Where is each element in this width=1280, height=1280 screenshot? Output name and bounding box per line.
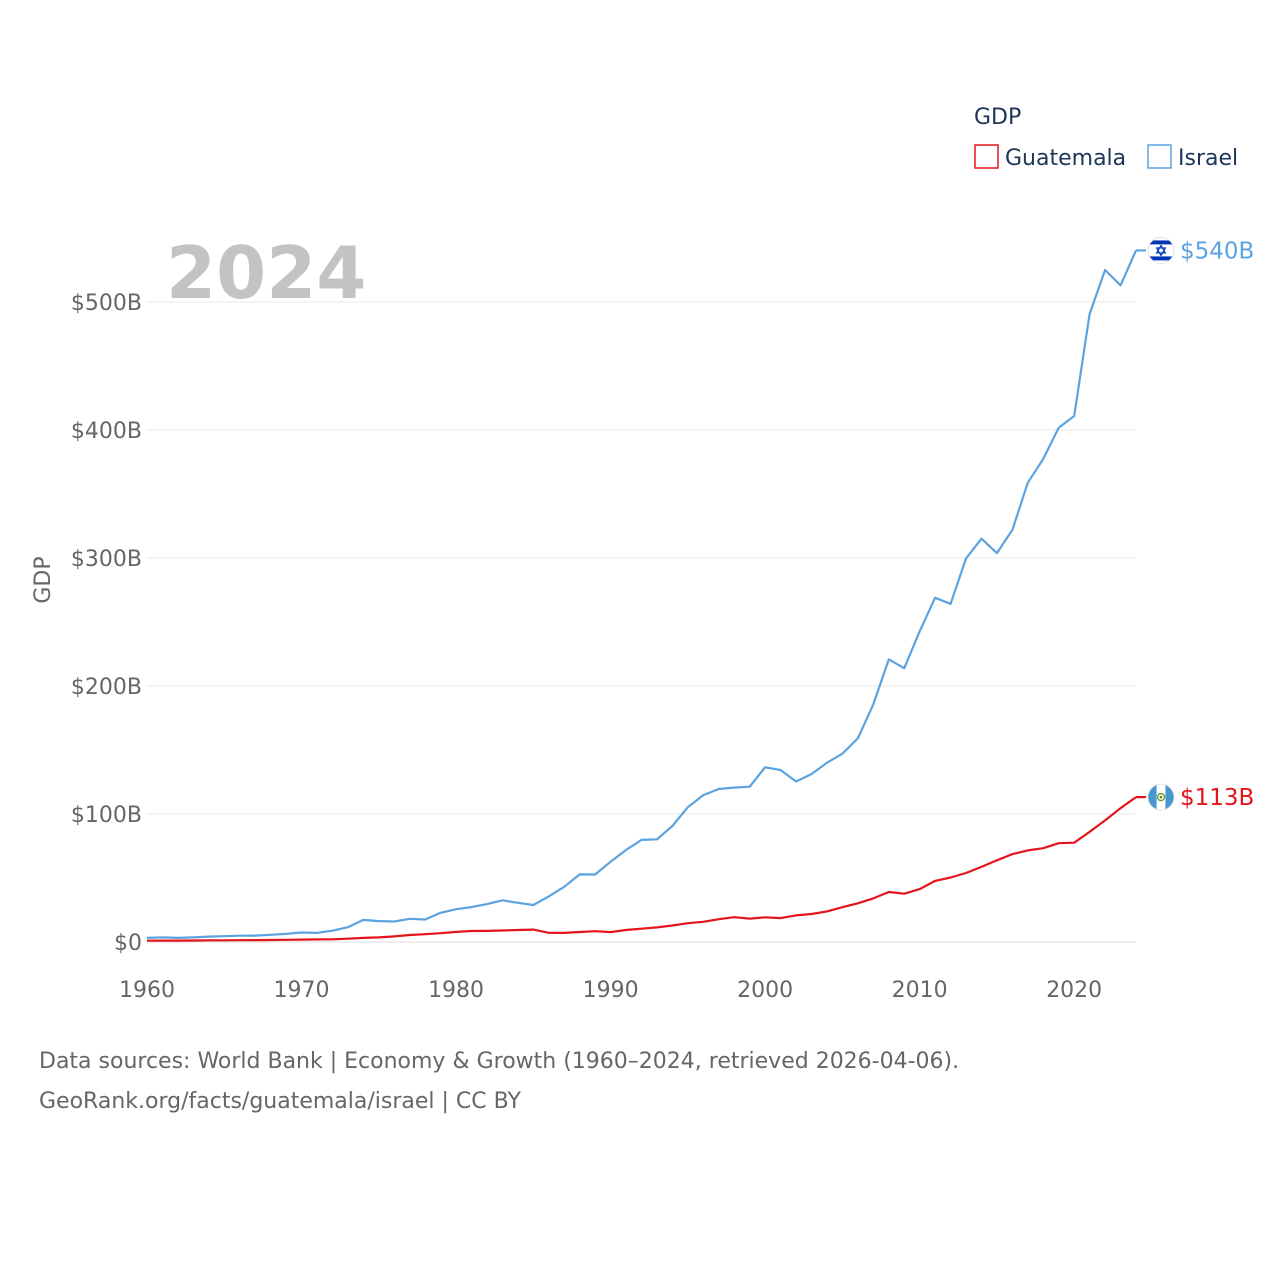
legend-label-israel: Israel <box>1178 146 1238 171</box>
footer: Data sources: World Bank | Economy & Gro… <box>39 1042 959 1122</box>
gdp-line-chart: $0 $100B $200B $300B $400B $500B 1960 1970 1980… <box>31 105 1254 1003</box>
end-label-israel: $540B <box>1180 238 1254 264</box>
legend-title: GDP <box>974 105 1021 130</box>
x-tick-label: 1980 <box>428 978 484 1003</box>
x-tick-label: 1960 <box>119 978 175 1003</box>
y-tick-label: $200B <box>71 675 142 700</box>
legend-swatch-israel <box>1147 144 1172 169</box>
legend-item-israel[interactable]: Israel <box>1147 144 1238 171</box>
guatemala-flag-icon <box>1147 783 1175 811</box>
legend-swatch-guatemala <box>974 144 999 169</box>
source-url-text: GeoRank.org/facts/guatemala/israel | CC … <box>39 1089 521 1114</box>
end-label-guatemala: $113B <box>1180 785 1254 811</box>
x-tick-label: 1990 <box>583 978 639 1003</box>
y-axis-title: GDP <box>31 556 56 603</box>
x-tick-label: 1970 <box>274 978 330 1003</box>
y-tick-label: $300B <box>71 547 142 572</box>
end-markers: $113B $540B <box>1136 237 1254 811</box>
legend: GDP Guatemala Israel <box>974 105 1238 171</box>
y-axis-ticks: $0 $100B $200B $300B $400B $500B <box>71 291 142 956</box>
legend-item-guatemala[interactable]: Guatemala <box>974 144 1126 171</box>
legend-label-guatemala: Guatemala <box>1005 146 1126 171</box>
series-line-guatemala <box>146 796 1137 942</box>
y-tick-label: $500B <box>71 291 142 316</box>
data-sources-text: Data sources: World Bank | Economy & Gro… <box>39 1049 960 1074</box>
x-axis-ticks: 1960 1970 1980 1990 2000 2010 2020 <box>119 978 1102 1003</box>
gridlines <box>147 301 1136 943</box>
x-tick-label: 2000 <box>737 978 793 1003</box>
y-tick-label: $0 <box>114 931 142 956</box>
x-tick-label: 2010 <box>892 978 948 1003</box>
israel-flag-icon <box>1147 237 1175 264</box>
series-line-israel <box>146 249 1138 940</box>
series-lines <box>146 249 1138 942</box>
x-tick-label: 2020 <box>1046 978 1102 1003</box>
y-tick-label: $100B <box>71 803 142 828</box>
y-tick-label: $400B <box>71 419 142 444</box>
year-label: 2024 <box>166 231 366 315</box>
